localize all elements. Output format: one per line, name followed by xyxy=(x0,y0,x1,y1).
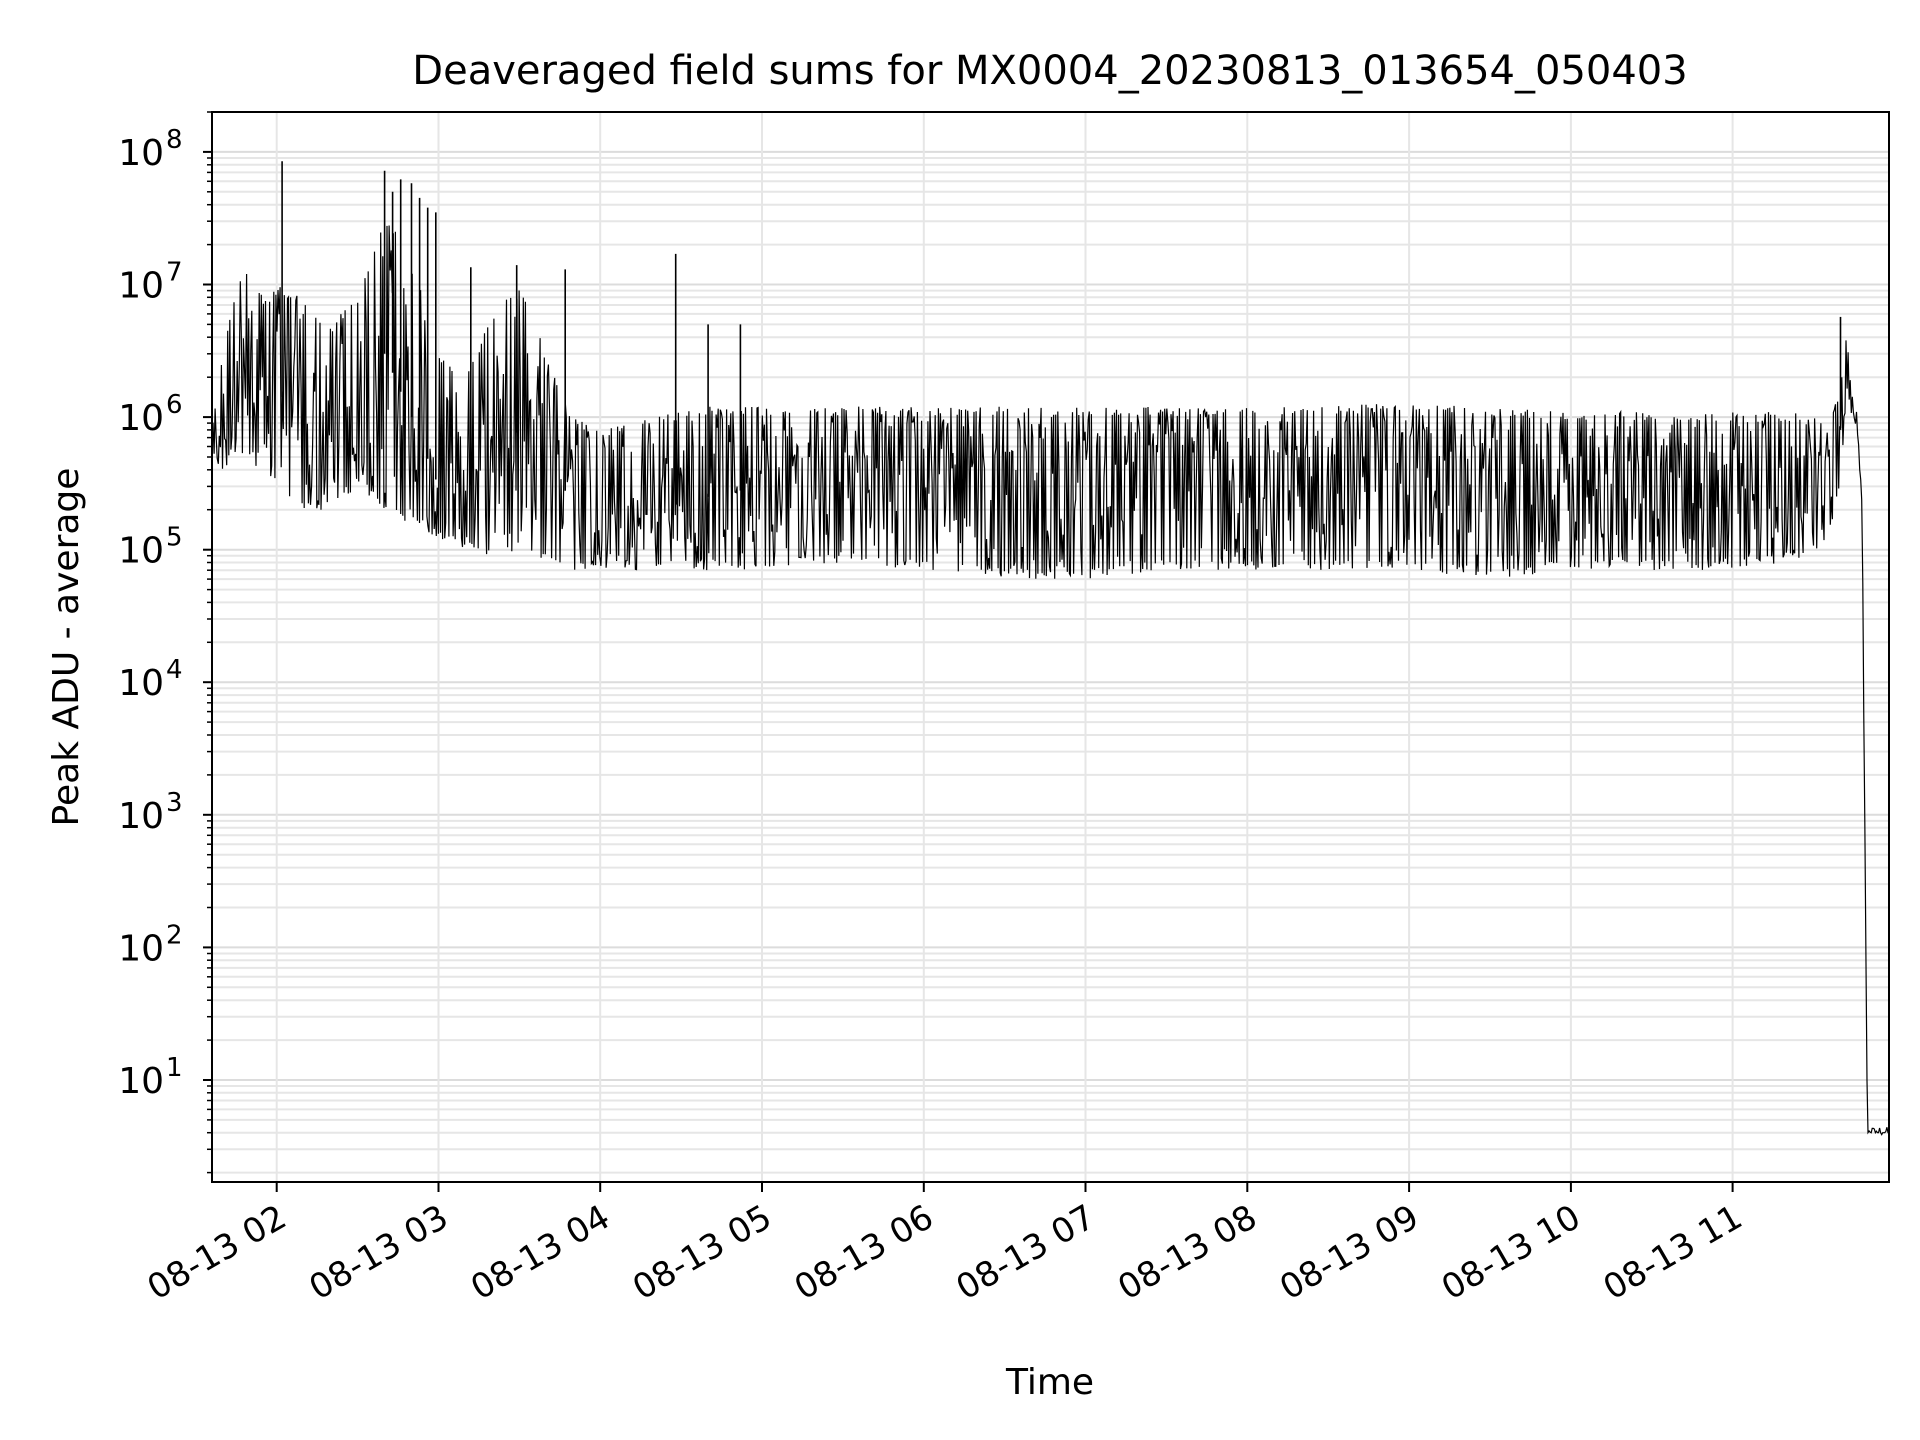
y-tick-label: 10 xyxy=(118,531,164,572)
series-line xyxy=(211,225,1889,1136)
x-axis-label: Time xyxy=(1005,1362,1094,1403)
data-series xyxy=(211,161,1889,1136)
y-tick-label: 10 xyxy=(118,398,164,439)
y-tick-label: 10 xyxy=(118,928,164,969)
y-tick-exponent: 4 xyxy=(166,655,183,685)
y-tick-label: 10 xyxy=(118,266,164,307)
y-tick-exponent: 1 xyxy=(166,1053,183,1083)
y-tick-label: 10 xyxy=(118,796,164,837)
y-tick-exponent: 3 xyxy=(166,788,183,818)
y-tick-label: 10 xyxy=(118,1061,164,1102)
y-tick-exponent: 8 xyxy=(166,125,183,155)
y-tick-exponent: 6 xyxy=(166,390,183,420)
chart-title: Deaveraged field sums for MX0004_2023081… xyxy=(412,48,1687,94)
y-tick-exponent: 7 xyxy=(166,258,183,288)
y-axis-label: Peak ADU - average xyxy=(46,468,87,827)
y-tick-label: 10 xyxy=(118,663,164,704)
y-tick-label: 10 xyxy=(118,133,164,174)
y-tick-exponent: 2 xyxy=(166,920,183,950)
grid xyxy=(212,111,1889,1182)
y-tick-exponent: 5 xyxy=(166,523,183,553)
plot-frame xyxy=(211,111,1890,1183)
